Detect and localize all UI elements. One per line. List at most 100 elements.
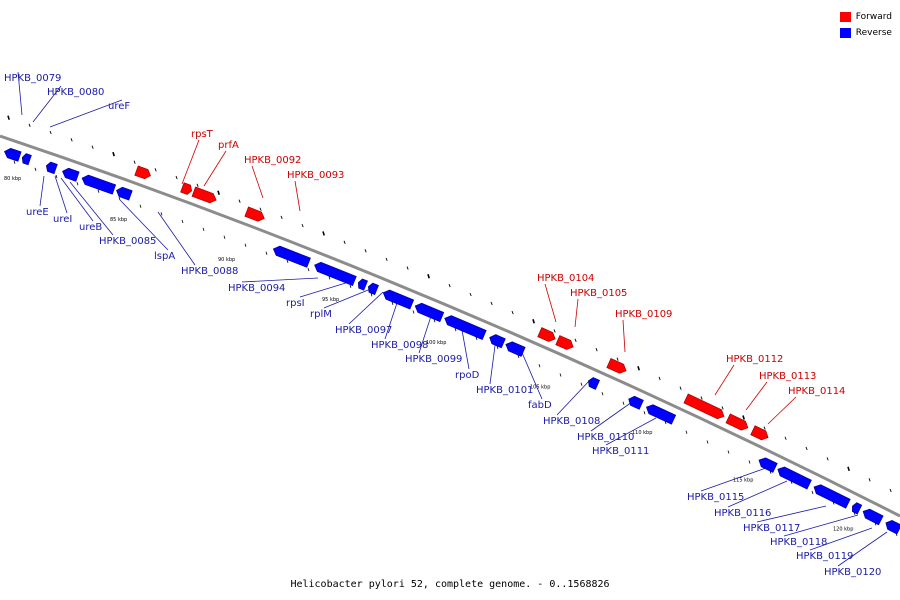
genome-caption: Helicobacter pylori 52, complete genome.…: [290, 579, 610, 590]
gene-labels: HPKB_0079 HPKB_0080 ureF ureE ureI ureB HPKB_0…: [4, 73, 881, 578]
tick-mark: [343, 240, 346, 244]
tick-mark: [259, 207, 262, 211]
tick-mark: [496, 345, 499, 350]
gene-label-rpsi: rpsI: [286, 298, 305, 309]
gene-label-hpkb-0099: HPKB_0099: [405, 354, 462, 365]
gene-block-hpkb-0094: [272, 245, 311, 268]
tick-mark: [847, 466, 850, 472]
gene-label-hpkb-0109: HPKB_0109: [615, 309, 672, 320]
tick-mark: [721, 406, 724, 410]
leader-line-prfa: [203, 150, 227, 187]
gene-label-hpkb-0085: HPKB_0085: [99, 236, 156, 247]
gene-block-hpkb-0092: [191, 186, 217, 204]
tick-mark: [454, 327, 457, 332]
gene-block-hpkb-0098: [382, 289, 415, 310]
tick-mark: [238, 199, 241, 203]
gene-label-hpkb-0112: HPKB_0112: [726, 354, 783, 365]
legend-item-reverse: Reverse: [839, 25, 892, 41]
tick-mark: [286, 259, 289, 264]
gene-label-rpst: rpsT: [191, 129, 214, 140]
scale-label-95-kbp: 95 kbp: [322, 297, 339, 303]
leader-line-hpkb-0114: [767, 396, 797, 425]
tick-marks: [7, 115, 898, 537]
leader-line-lspa: [119, 199, 169, 251]
tick-mark: [175, 175, 178, 180]
tick-mark: [385, 257, 388, 262]
tick-mark: [322, 231, 325, 236]
gene-label-hpkb-0094: HPKB_0094: [228, 283, 285, 294]
gene-label-hpkb-0120: HPKB_0120: [824, 567, 881, 578]
tick-mark: [217, 190, 220, 195]
tick-mark: [616, 357, 619, 361]
gene-block-hpkb-0116: [777, 466, 812, 490]
gene-block-hpkb-0088: [116, 186, 133, 201]
leader-line-hpkb-0119: [809, 527, 873, 551]
forward-swatch: [839, 12, 851, 22]
tick-mark: [574, 338, 577, 342]
tick-mark: [532, 318, 535, 324]
leader-line-uref: [49, 99, 123, 128]
tick-mark: [637, 366, 640, 371]
gene-block-hpkb-0110: [628, 395, 644, 410]
leader-line-hpkb-0099: [418, 312, 433, 354]
gene-block-hpkb-0109: [606, 358, 627, 374]
gene-label-hpkb-0092: HPKB_0092: [244, 155, 301, 166]
gene-block-hpkb-0115: [758, 457, 778, 473]
tick-mark: [475, 336, 478, 341]
leader-line-hpkb-0104: [544, 283, 557, 323]
gene-label-hpkb-0116: HPKB_0116: [714, 508, 771, 519]
gene-label-hpkb-0098: HPKB_0098: [371, 340, 428, 351]
leader-line-rplm: [323, 287, 374, 309]
leader-line-rpst: [181, 139, 200, 185]
tick-mark: [748, 460, 751, 464]
gene-label-hpkb-0111: HPKB_0111: [592, 446, 649, 457]
gene-block-hpkb-0099: [414, 302, 445, 323]
tick-mark: [601, 392, 604, 396]
gene-block-urei: [21, 153, 32, 166]
tick-mark: [301, 223, 304, 228]
leader-line-hpkb-0115: [700, 467, 767, 492]
tick-mark: [70, 138, 73, 142]
scale-label-80-kbp: 80 kbp: [4, 176, 21, 182]
leader-line-rpod: [461, 329, 470, 370]
tick-mark: [244, 243, 247, 247]
leader-line-ureb: [60, 177, 94, 222]
strand-legend: Forward Reverse: [839, 9, 892, 41]
scale-label-85-kbp: 85 kbp: [110, 217, 127, 223]
legend-item-forward: Forward: [839, 9, 892, 25]
scale-label-110-kbp: 110 kbp: [632, 430, 652, 436]
leader-line-hpkb-0113: [745, 381, 768, 411]
gene-label-hpkb-0117: HPKB_0117: [743, 523, 800, 534]
tick-mark: [826, 457, 829, 461]
gene-label-hpkb-0101: HPKB_0101: [476, 385, 533, 396]
tick-mark: [139, 204, 142, 208]
genome-backbone: [0, 134, 900, 518]
gene-label-ureb: ureB: [79, 222, 102, 233]
gene-block-hpkb-0114: [750, 425, 769, 441]
tick-mark: [49, 130, 52, 135]
tick-mark: [196, 183, 199, 188]
leader-line-hpkb-0101: [489, 337, 497, 385]
tick-mark: [280, 215, 283, 220]
gene-block-hpkb-0118: [852, 502, 863, 515]
tick-mark: [811, 490, 814, 495]
gene-label-uree: ureE: [26, 207, 49, 218]
tick-mark: [448, 283, 451, 288]
tick-mark: [706, 440, 709, 444]
gene-block-hpkb-0111: [646, 404, 677, 425]
gene-block-hpkb-0112: [683, 393, 725, 420]
gene-label-hpkb-0108: HPKB_0108: [543, 416, 600, 427]
tick-mark: [364, 249, 367, 253]
gene-label-lspa: lspA: [154, 251, 175, 262]
gene-block-hpkb-0105: [555, 335, 574, 350]
tick-mark: [889, 488, 892, 493]
gene-block-hpkb-0104: [537, 327, 556, 342]
tick-mark: [763, 426, 766, 430]
gene-label-hpkb-0088: HPKB_0088: [181, 266, 238, 277]
gene-block-hpkb-0101: [489, 334, 506, 349]
tick-mark: [700, 396, 703, 400]
tick-mark: [784, 436, 787, 440]
tick-mark: [406, 266, 409, 270]
tick-mark: [202, 227, 205, 231]
tick-mark: [349, 284, 352, 288]
